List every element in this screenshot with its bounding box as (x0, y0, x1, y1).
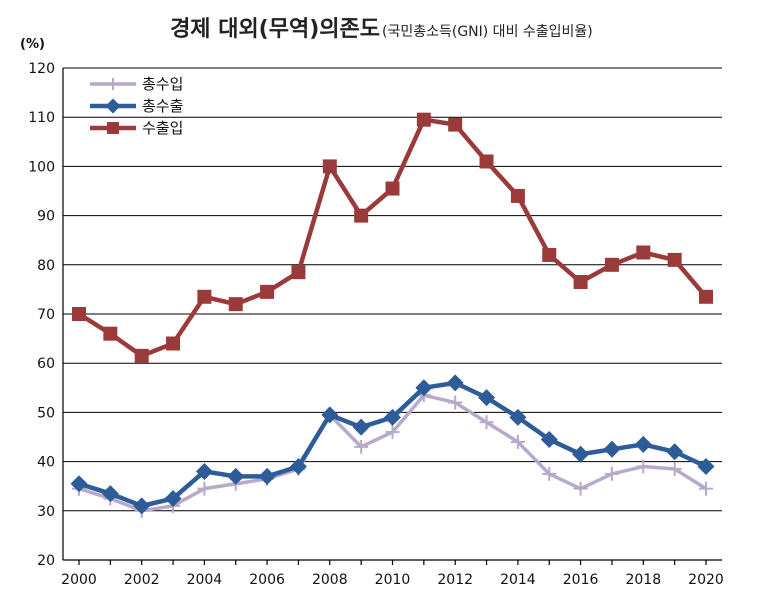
y-tick-label-30: 30 (37, 504, 55, 520)
data-point-1-2014 (510, 434, 525, 449)
data-point-3-2001 (103, 326, 118, 341)
x-tick-label-2016: 2016 (563, 572, 599, 588)
data-point-2-2007 (289, 458, 307, 476)
data-point-3-2014 (510, 188, 525, 203)
data-point-2-2018 (634, 435, 652, 453)
series-2 (70, 374, 715, 515)
y-tick-label-80: 80 (37, 258, 55, 274)
data-point-3-2004 (197, 289, 212, 304)
legend-label-2: 총수출 (142, 97, 183, 115)
data-point-2-2002 (133, 497, 151, 515)
y-axis-unit-label: (%) (20, 37, 45, 52)
data-point-1-2012 (448, 395, 463, 410)
legend-label-1: 총수입 (142, 75, 183, 93)
data-point-1-2020 (699, 481, 713, 496)
data-point-1-2018 (636, 459, 651, 474)
chart-subtitle-text: (국민총소득(GNI) 대비 수출입비율) (382, 24, 593, 40)
data-point-1-2013 (479, 415, 494, 430)
data-point-2-2001 (101, 485, 119, 503)
data-point-2-2014 (509, 408, 527, 426)
legend-swatch-marker-2 (105, 98, 121, 114)
series-3 (72, 112, 713, 363)
tick-labels: 20 30 40 50 60 70 80 90 100 110 120 2000 2002 2004 200… (28, 61, 724, 588)
data-point-2-2000 (70, 475, 88, 493)
data-point-3-2010 (385, 181, 400, 196)
data-point-1-2019 (667, 461, 682, 476)
data-point-2-2003 (164, 490, 182, 507)
data-point-1-2015 (542, 466, 557, 481)
legend-item-3: 수출입 (90, 119, 183, 137)
data-point-1-2009 (354, 439, 369, 454)
x-tick-label-2000: 2000 (61, 572, 97, 588)
legend-item-2: 총수출 (90, 97, 183, 115)
data-point-1-2010 (385, 425, 400, 440)
data-point-3-2017 (604, 257, 619, 272)
data-point-2-2013 (478, 389, 496, 407)
data-point-3-2002 (134, 348, 149, 363)
data-point-2-2019 (666, 443, 684, 461)
data-point-3-2018 (636, 245, 651, 260)
y-tick-label-100: 100 (28, 159, 55, 175)
y-tick-label-20: 20 (37, 553, 55, 569)
data-point-3-2020 (699, 289, 713, 304)
y-tick-label-120: 120 (28, 61, 55, 77)
data-point-2-2006 (258, 467, 276, 485)
data-point-3-2006 (260, 284, 275, 299)
legend-swatch-marker-1 (107, 78, 119, 90)
y-tick-label-60: 60 (37, 356, 55, 372)
data-point-2-2012 (446, 374, 464, 392)
x-tick-label-2010: 2010 (375, 572, 411, 588)
data-point-3-2005 (228, 297, 243, 312)
data-point-2-2017 (603, 440, 621, 458)
data-point-2-2008 (321, 406, 339, 424)
data-point-2-2016 (572, 445, 590, 463)
data-point-3-2008 (322, 159, 337, 174)
data-point-3-2013 (479, 154, 494, 169)
data-point-3-2016 (573, 275, 588, 290)
y-tick-label-110: 110 (28, 110, 55, 126)
y-tick-label-50: 50 (37, 405, 55, 421)
x-tick-label-2008: 2008 (312, 572, 348, 588)
data-point-2-2005 (227, 467, 245, 485)
series-lines (70, 112, 715, 518)
data-point-3-2015 (542, 247, 557, 262)
data-point-3-2007 (291, 265, 306, 280)
data-point-3-2009 (354, 208, 369, 223)
x-tick-label-2004: 2004 (187, 572, 223, 588)
chart-subtitle: (국민총소득(GNI) 대비 수출입비율) (382, 24, 593, 40)
data-point-3-2012 (448, 117, 463, 132)
data-point-2-2010 (384, 408, 401, 426)
data-point-2-2009 (352, 418, 370, 436)
data-point-1-2017 (604, 466, 619, 481)
legend-item-1: 총수입 (90, 75, 183, 93)
x-tick-label-2012: 2012 (437, 572, 473, 588)
axes (62, 68, 722, 565)
x-tick-label-2014: 2014 (500, 572, 536, 588)
legend-swatch-marker-3 (107, 122, 119, 134)
data-point-3-2011 (416, 112, 431, 127)
chart-title-main: 경제 대외(무역)의존도 (170, 17, 380, 42)
data-point-2-2015 (540, 430, 558, 448)
y-tick-label-70: 70 (37, 307, 55, 323)
chart-title: 경제 대외(무역)의존도 (170, 17, 380, 42)
data-point-1-2004 (197, 481, 212, 496)
legend-label-3: 수출입 (142, 119, 183, 137)
data-point-3-2000 (72, 307, 86, 321)
y-tick-label-90: 90 (37, 209, 55, 225)
y-tick-label-40: 40 (37, 455, 55, 471)
grid-lines (63, 67, 722, 512)
data-point-3-2019 (667, 252, 682, 267)
data-point-1-2016 (573, 481, 588, 496)
x-tick-label-2006: 2006 (249, 572, 285, 588)
x-tick-label-2002: 2002 (124, 572, 160, 588)
x-tick-label-2020: 2020 (688, 572, 724, 588)
data-point-3-2003 (166, 336, 181, 351)
data-point-2-2020 (697, 458, 715, 476)
data-point-2-2004 (195, 462, 213, 480)
data-point-2-2011 (415, 379, 433, 397)
series-line-3 (77, 117, 708, 359)
x-tick-label-2018: 2018 (625, 572, 661, 588)
